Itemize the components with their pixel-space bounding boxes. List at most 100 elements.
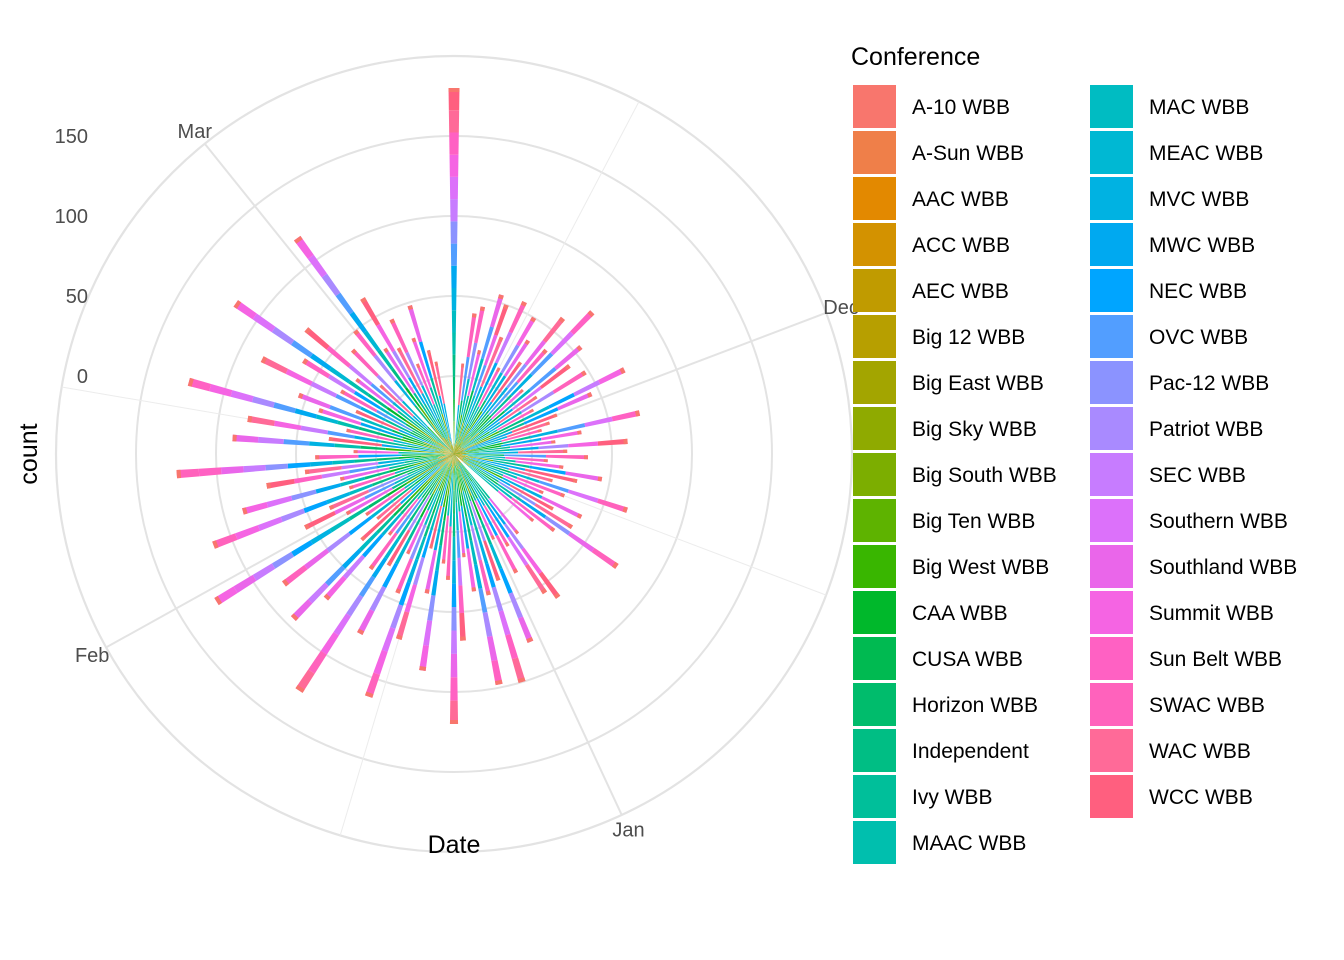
bar-segment <box>445 454 454 462</box>
bar-segment <box>353 450 399 454</box>
y-axis-title: count <box>15 423 43 484</box>
bar-segment <box>520 390 555 414</box>
bar-segment <box>368 473 408 493</box>
bar-segment <box>449 176 459 200</box>
bar-segment <box>480 462 510 473</box>
legend-label: OVC WBB <box>1149 326 1248 349</box>
legend-item: SWAC WBB <box>1090 683 1265 726</box>
bar-segment <box>473 564 483 589</box>
legend-swatch <box>1090 545 1133 588</box>
bar-segment <box>446 526 452 580</box>
bar-segment <box>323 575 347 601</box>
bar-nov-27 <box>454 370 587 454</box>
bar-feb-18 <box>318 408 454 454</box>
bar-segment <box>398 581 411 606</box>
bar-segment <box>242 502 269 515</box>
bar-segment <box>432 452 460 459</box>
bar-segment <box>310 528 332 545</box>
legend-item: Patriot WBB <box>1090 407 1263 450</box>
bar-segment <box>405 423 432 441</box>
bar-segment <box>496 408 535 431</box>
bar-segment <box>436 452 463 455</box>
legend-swatch <box>1090 453 1133 496</box>
bar-segment <box>441 414 453 451</box>
bar-feb-4 <box>212 450 464 549</box>
bar-segment <box>455 400 463 445</box>
legend-label: Big 12 WBB <box>912 326 1025 349</box>
bar-segment <box>462 390 474 423</box>
bar-jan-31 <box>214 447 464 606</box>
bar-segment <box>434 361 445 404</box>
bar-cap <box>494 679 503 686</box>
bar-segment <box>439 430 456 457</box>
bar-segment <box>455 502 459 531</box>
bar-segment <box>439 454 454 468</box>
bar-segment <box>454 454 463 459</box>
bar-segment <box>348 505 370 521</box>
bar-segment <box>454 447 463 454</box>
bar-cap <box>490 535 495 540</box>
bar-segment <box>417 463 447 500</box>
bar-segment <box>408 494 431 531</box>
bar-cap <box>548 478 553 483</box>
bar-segment <box>339 467 390 481</box>
bar-segment <box>283 439 310 446</box>
legend-item: WAC WBB <box>1090 729 1251 772</box>
bar-segment <box>454 435 462 454</box>
bar-segment <box>398 455 422 459</box>
bar-segment <box>505 633 519 660</box>
bar-segment <box>318 408 362 426</box>
bar-segment <box>386 529 411 567</box>
bar-feb-6 <box>242 451 463 515</box>
bar-segment <box>515 460 564 469</box>
bar-segment <box>470 525 482 561</box>
bar-segment <box>413 392 444 438</box>
bar-nov-28 <box>454 408 535 454</box>
bar-segment <box>438 449 458 472</box>
bar-segment <box>450 441 454 454</box>
bar-jan-19 <box>406 454 454 555</box>
bar-jan-7 <box>454 454 477 592</box>
bar-segment <box>452 536 456 561</box>
bar-segment <box>435 545 443 571</box>
bar-segment <box>449 700 459 724</box>
bar-segment <box>427 463 445 482</box>
legend-label: Sun Belt WBB <box>1149 648 1282 671</box>
bar-segment <box>458 411 483 448</box>
radial-tick-50: 50 <box>66 286 88 308</box>
x-axis-title: Date <box>428 831 481 859</box>
legend-item: MAC WBB <box>1090 85 1249 128</box>
bar-cap <box>586 392 593 398</box>
bar-segment <box>440 454 454 459</box>
bar-dec-17 <box>454 454 544 495</box>
angle-tick-feb: Feb <box>75 645 109 667</box>
bar-segment <box>326 492 351 505</box>
legend-swatch <box>853 131 896 174</box>
bar-segment <box>391 462 439 490</box>
bar-cap <box>345 510 352 516</box>
bar-cap <box>471 587 477 592</box>
bar-cap <box>495 575 501 582</box>
bar-segment <box>230 390 254 403</box>
bar-segment <box>397 410 440 444</box>
bar-segment <box>529 465 566 475</box>
bar-segment <box>257 516 283 531</box>
bar-nov-23 <box>454 388 524 454</box>
bar-segment <box>354 435 382 443</box>
bar-segment <box>510 440 556 449</box>
bar-segment <box>452 451 454 454</box>
bar-segment <box>453 490 455 514</box>
bar-cap <box>339 476 345 481</box>
bar-segment <box>355 409 400 431</box>
bar-segment <box>454 441 458 454</box>
bar-segment <box>460 418 493 449</box>
bar-segment <box>461 458 499 483</box>
bar-segment <box>497 483 523 502</box>
bar-jan-23 <box>368 454 454 571</box>
bar-segment <box>320 631 339 655</box>
bar-segment <box>176 468 200 479</box>
legend-item: Pac-12 WBB <box>1090 361 1269 404</box>
bar-segment <box>266 478 295 489</box>
bar-mar-8 <box>411 337 454 454</box>
bar-segment <box>437 418 453 452</box>
